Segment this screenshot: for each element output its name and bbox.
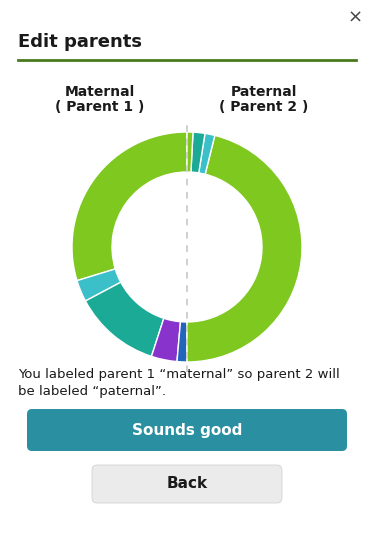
FancyBboxPatch shape — [92, 465, 282, 503]
Wedge shape — [191, 132, 205, 173]
Text: ×: × — [347, 9, 362, 27]
Text: Maternal: Maternal — [65, 85, 135, 99]
Text: ( Parent 1 ): ( Parent 1 ) — [55, 100, 145, 114]
Text: Back: Back — [166, 476, 208, 492]
Wedge shape — [199, 133, 215, 174]
Wedge shape — [77, 269, 121, 301]
Wedge shape — [187, 132, 193, 172]
Wedge shape — [177, 322, 187, 362]
Text: ( Parent 2 ): ( Parent 2 ) — [219, 100, 309, 114]
Text: Sounds good: Sounds good — [132, 423, 242, 437]
Wedge shape — [151, 318, 181, 362]
FancyBboxPatch shape — [27, 409, 347, 451]
Text: Edit parents: Edit parents — [18, 33, 142, 51]
Text: Paternal: Paternal — [231, 85, 297, 99]
Wedge shape — [72, 132, 187, 281]
Wedge shape — [86, 282, 164, 357]
Wedge shape — [187, 136, 302, 362]
Text: You labeled parent 1 “maternal” so parent 2 will
be labeled “paternal”.: You labeled parent 1 “maternal” so paren… — [18, 368, 340, 398]
